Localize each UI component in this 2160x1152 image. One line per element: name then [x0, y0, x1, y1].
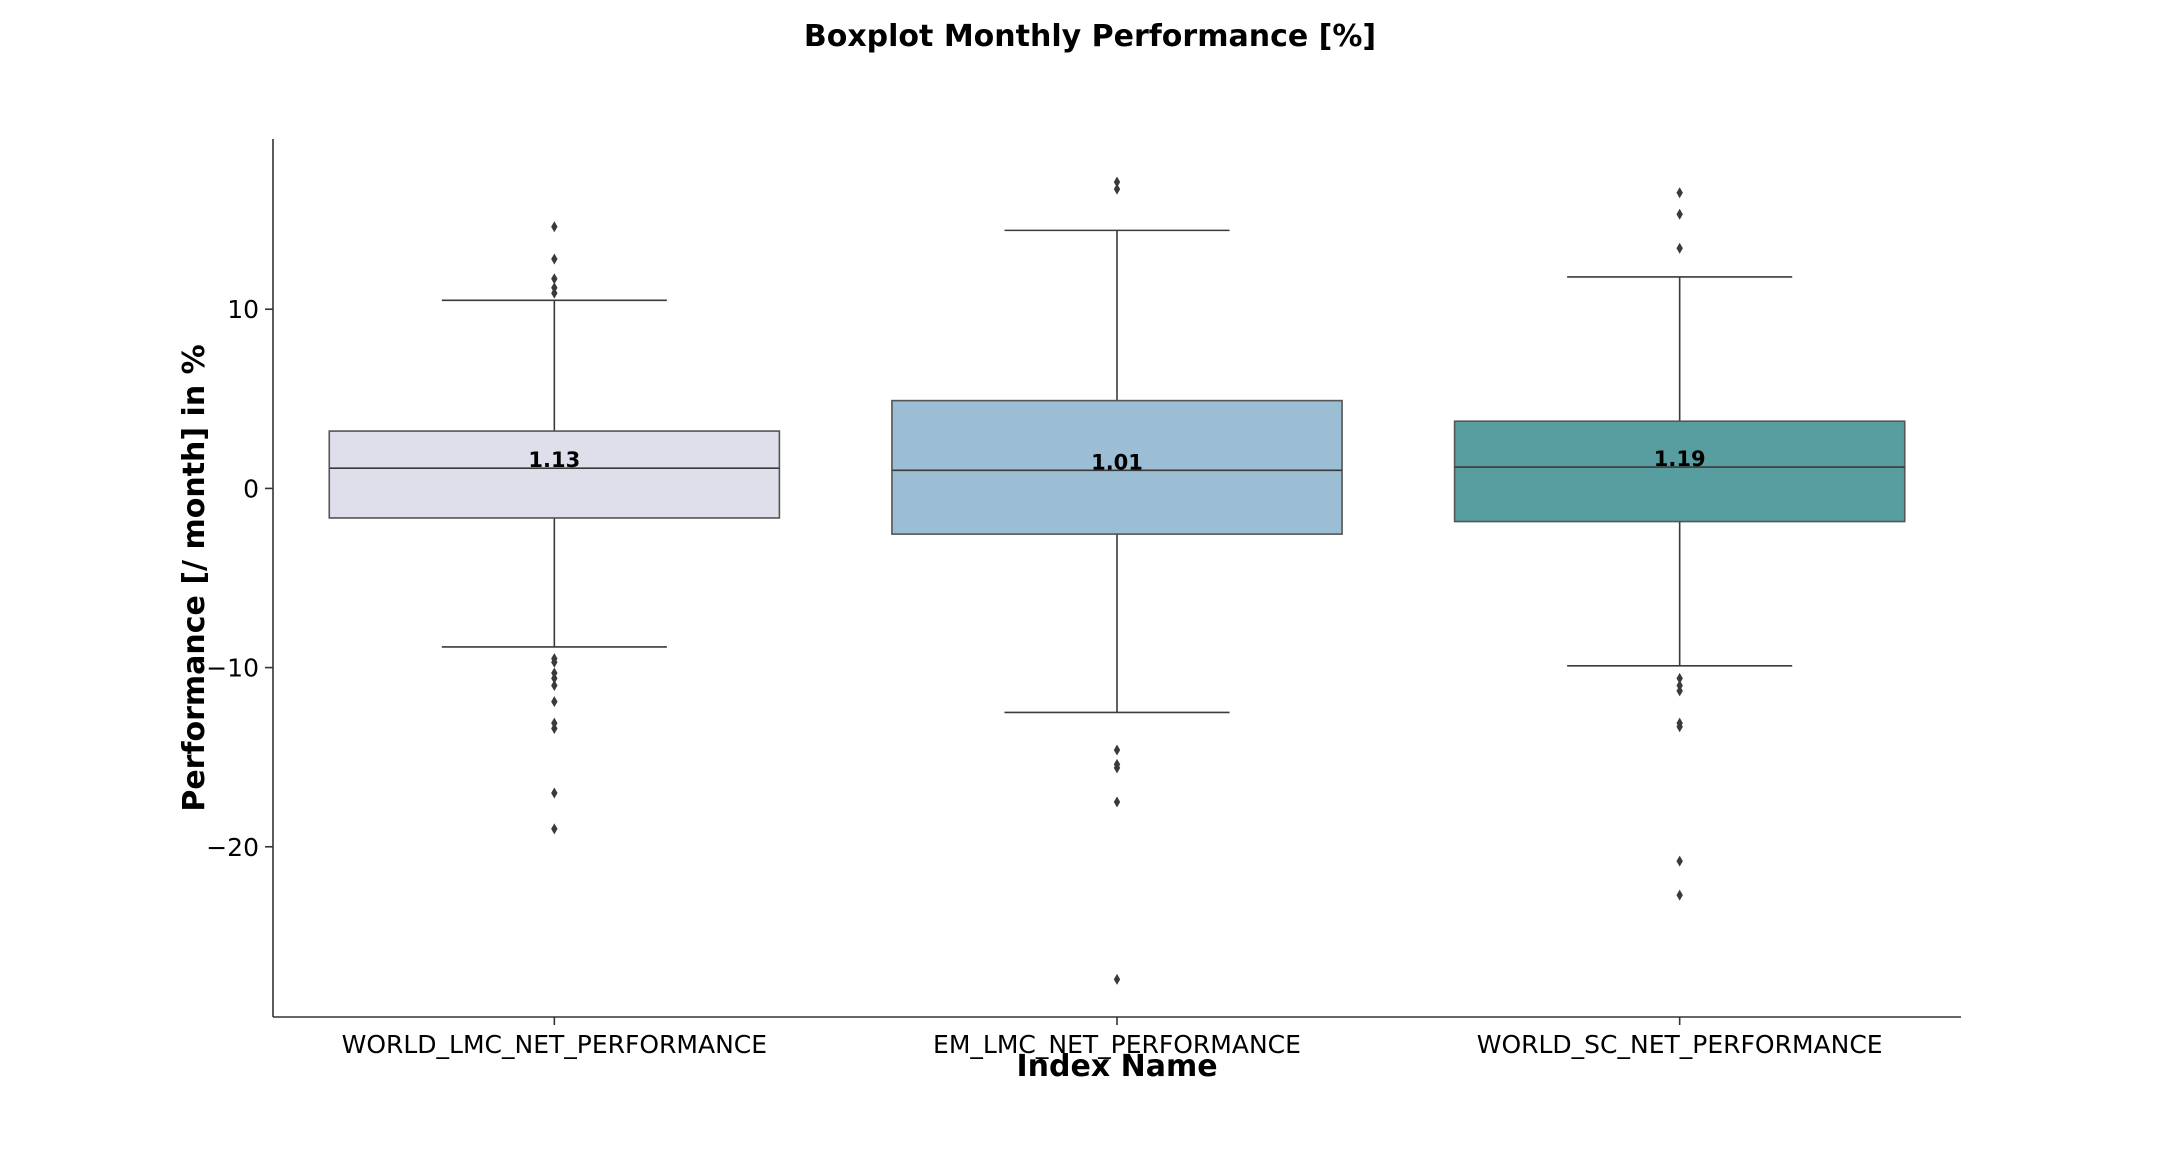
outlier-point [551, 253, 558, 265]
outlier-point [551, 656, 558, 668]
y-axis-ticks: 10 0 −10 −20 [206, 295, 273, 862]
outlier-point [1676, 208, 1683, 220]
outlier-point [1113, 744, 1121, 756]
outlier-point [551, 787, 558, 799]
iqr-box [1453, 420, 1906, 523]
y-axis-label: Performance [/ month] in % [177, 344, 212, 811]
outlier-point [551, 696, 558, 708]
y-tick-label: 10 [227, 295, 259, 324]
x-tick-label: WORLD_LMC_NET_PERFORMANCE [342, 1030, 767, 1059]
outlier-point [1676, 855, 1683, 867]
chart-title: Boxplot Monthly Performance [%] [804, 19, 1376, 54]
box-group: 1.01 [891, 176, 1343, 985]
box-group: 1.13 [328, 221, 781, 835]
box-group: 1.19 [1453, 187, 1906, 901]
outlier-point [1113, 176, 1121, 188]
x-tick-label: EM_LMC_NET_PERFORMANCE [933, 1030, 1301, 1059]
y-tick-label: −20 [206, 833, 259, 862]
outlier-point [1113, 762, 1121, 774]
outlier-point [551, 273, 558, 285]
outlier-point [1676, 889, 1683, 901]
y-tick-label: −10 [206, 654, 259, 683]
iqr-box [328, 430, 781, 519]
outlier-point [551, 680, 558, 692]
outlier-point [551, 221, 558, 233]
outlier-point [551, 287, 558, 299]
plot-area: 1.13 1.01 1.19 [328, 176, 1906, 985]
median-value-label: 1.19 [1654, 447, 1706, 471]
outlier-point [551, 723, 558, 735]
y-tick-label: 0 [243, 474, 259, 503]
x-tick-label: WORLD_SC_NET_PERFORMANCE [1477, 1030, 1883, 1059]
median-value-label: 1.13 [528, 448, 580, 472]
outlier-point [1113, 183, 1121, 195]
outlier-point [1676, 187, 1683, 199]
outlier-point [1113, 796, 1121, 808]
outlier-point [1113, 973, 1121, 985]
x-axis-ticks: WORLD_LMC_NET_PERFORMANCE EM_LMC_NET_PERF… [342, 1017, 1883, 1059]
iqr-box [891, 399, 1343, 535]
x-axis-label: Index Name [1016, 1049, 1217, 1084]
outlier-point [1676, 685, 1683, 697]
outlier-point [551, 823, 558, 835]
outlier-point [1676, 672, 1683, 684]
outlier-point [1676, 242, 1683, 254]
outlier-point [1676, 721, 1683, 733]
outlier-point [551, 672, 558, 684]
median-value-label: 1.01 [1091, 450, 1143, 474]
